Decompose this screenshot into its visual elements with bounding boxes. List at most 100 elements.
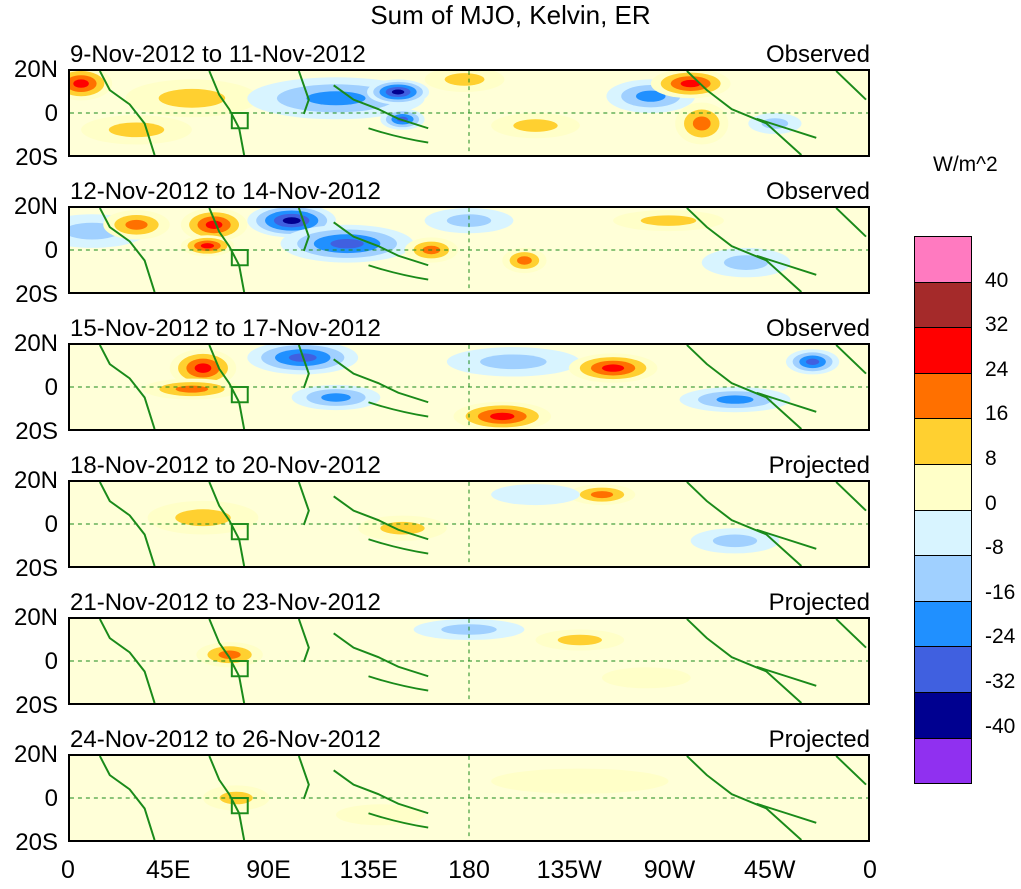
latitude-label: 0 — [44, 237, 58, 264]
contour-blob — [125, 219, 148, 230]
coastline — [686, 619, 803, 703]
colorbar-swatch — [914, 646, 972, 692]
panel-kind-label: Projected — [768, 589, 870, 616]
coastline — [98, 482, 156, 566]
contour-blob — [712, 534, 758, 548]
coastline — [686, 208, 803, 292]
coastline — [208, 208, 246, 292]
colorbar-tick-label: -16 — [985, 580, 1016, 604]
contour-blob — [640, 215, 697, 226]
contour-blob — [680, 79, 701, 88]
contour-blob — [491, 768, 669, 794]
contour-blob — [513, 119, 558, 132]
contour-blob — [557, 634, 602, 646]
latitude-label: 20N — [13, 56, 58, 83]
colorbar-tick-label: -8 — [985, 536, 1004, 560]
colorbar-tick-label: 40 — [985, 268, 1009, 292]
latitude-label: 20N — [13, 467, 58, 494]
heatmap-field — [70, 71, 868, 155]
colorbar-swatch — [914, 509, 972, 556]
colorbar-swatch — [914, 737, 972, 785]
longitude-label: 0 — [863, 856, 877, 884]
coastline — [208, 482, 246, 566]
latitude-label: 0 — [44, 100, 58, 127]
colorbar-swatch — [914, 418, 972, 464]
coastline — [835, 345, 867, 375]
coastline — [835, 71, 867, 101]
latitude-label: 20N — [13, 741, 58, 768]
latitude-label: 20S — [15, 418, 58, 445]
panel-kind-label: Observed — [765, 41, 870, 68]
colorbar-swatch — [914, 600, 972, 647]
colorbar-units: W/m^2 — [933, 153, 998, 176]
panel-kind-label: Observed — [765, 178, 870, 205]
colorbar-tick-label: 0 — [985, 491, 997, 515]
contour-blob — [444, 73, 485, 86]
coastline — [368, 812, 429, 829]
coastline — [208, 71, 246, 155]
coastline — [835, 756, 867, 786]
longitude-label: 90E — [246, 856, 291, 884]
contour-blob — [175, 509, 231, 527]
coastline — [208, 756, 246, 840]
latitude-label: 0 — [44, 374, 58, 401]
coastline — [297, 619, 310, 663]
longitude-label: 135W — [536, 856, 602, 884]
longitude-label: 90W — [643, 856, 696, 884]
contour-blob — [805, 358, 820, 365]
latitude-label: 0 — [44, 511, 58, 538]
coastline — [333, 495, 429, 541]
contour-blob — [200, 243, 215, 249]
coastline — [368, 264, 429, 281]
latitude-label: 20S — [15, 555, 58, 582]
heatmap-field — [70, 208, 868, 292]
latitude-label: 20N — [13, 330, 58, 357]
panel-kind-label: Observed — [765, 315, 870, 342]
coastline — [756, 528, 817, 550]
coastline — [756, 391, 817, 413]
coastline — [333, 221, 429, 267]
map-panel — [68, 69, 870, 157]
heatmap-field — [70, 345, 868, 429]
contour-blob — [491, 484, 580, 506]
colorbar-swatch — [914, 691, 972, 738]
colorbar-tick-label: 8 — [985, 447, 997, 470]
colorbar-swatch — [914, 372, 972, 419]
coastline — [297, 208, 310, 252]
map-panel — [68, 206, 870, 294]
longitude-label: 45E — [146, 856, 191, 884]
longitude-label: 135E — [339, 856, 398, 884]
panel-kind-label: Projected — [768, 726, 870, 753]
coastline — [98, 756, 156, 840]
latitude-label: 20S — [15, 829, 58, 856]
contour-blob — [590, 491, 614, 499]
panel-date-range: 24-Nov-2012 to 26-Nov-2012 — [70, 726, 381, 753]
coastline — [835, 208, 867, 238]
coastline — [686, 345, 803, 429]
heatmap-field — [70, 619, 868, 703]
contour-blob — [723, 255, 769, 270]
colorbar-swatch — [914, 281, 972, 328]
colorbar — [914, 236, 972, 785]
figure-title: Sum of MJO, Kelvin, ER — [370, 0, 651, 30]
panel-date-range: 15-Nov-2012 to 17-Nov-2012 — [70, 315, 381, 342]
map-panel — [68, 754, 870, 842]
coastline — [208, 345, 246, 429]
coastline — [756, 254, 817, 276]
coastline — [835, 482, 867, 512]
colorbar-swatch — [914, 236, 972, 282]
contour-blob — [330, 238, 364, 249]
contour-blob — [716, 395, 754, 404]
map-panel — [68, 480, 870, 568]
colorbar-tick-label: 16 — [985, 402, 1009, 426]
coastline — [297, 756, 310, 800]
latitude-label: 20S — [15, 144, 58, 171]
contour-blob — [601, 364, 625, 372]
contour-blob — [282, 217, 301, 224]
latitude-label: 20N — [13, 604, 58, 631]
coastline — [98, 71, 156, 155]
colorbar-swatch — [914, 555, 972, 601]
heatmap-field — [70, 756, 868, 840]
coastline — [368, 127, 429, 144]
coastline — [756, 665, 817, 687]
